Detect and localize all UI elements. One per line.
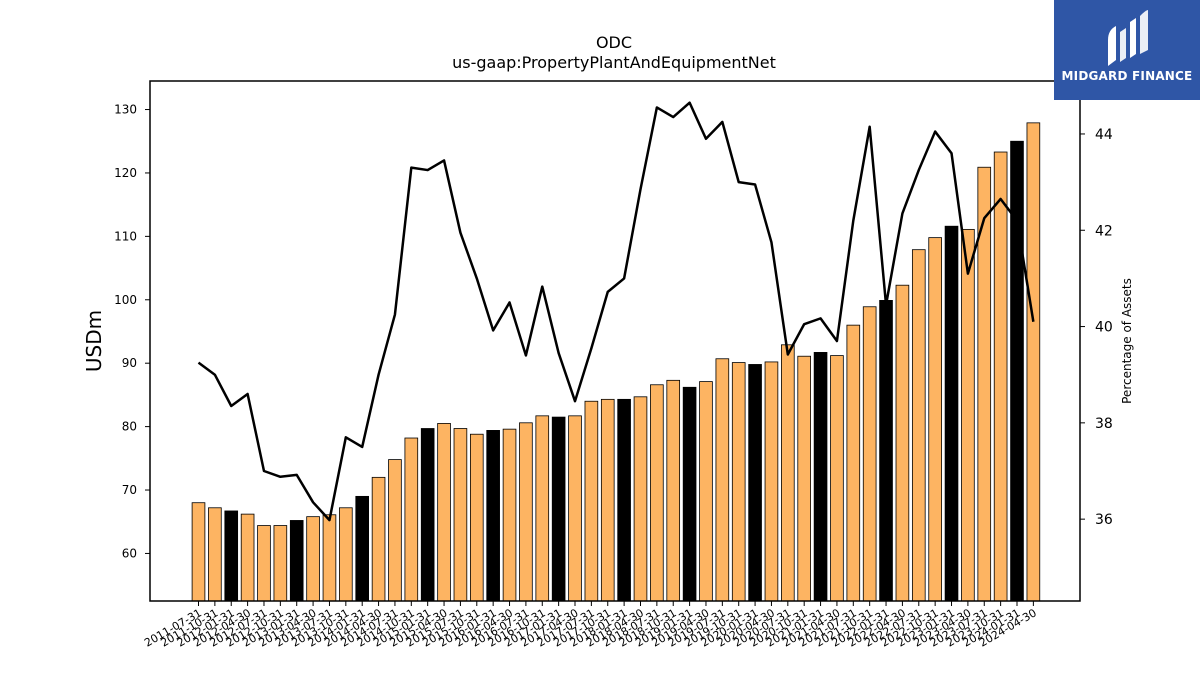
bar bbox=[911, 249, 926, 602]
series-line-percentage bbox=[197, 101, 1035, 522]
bar bbox=[862, 306, 877, 602]
bar bbox=[339, 507, 353, 602]
logo-text: MIDGARD FINANCE bbox=[1061, 69, 1193, 83]
bar bbox=[993, 151, 1008, 602]
bar bbox=[191, 502, 206, 602]
bar bbox=[568, 415, 582, 602]
bar bbox=[715, 358, 730, 602]
bar bbox=[437, 423, 451, 602]
bar bbox=[617, 398, 631, 602]
y-tick-label: 100 bbox=[114, 293, 137, 307]
bar bbox=[289, 520, 304, 602]
bar bbox=[879, 300, 893, 602]
bar bbox=[502, 428, 517, 602]
brand-logo: MIDGARD FINANCE bbox=[1054, 0, 1200, 100]
bar bbox=[666, 379, 681, 602]
bar bbox=[1010, 140, 1024, 602]
bar bbox=[208, 507, 222, 602]
bar bbox=[895, 284, 910, 602]
y2-tick-label: 40 bbox=[1095, 320, 1113, 336]
bar bbox=[813, 352, 828, 602]
bar bbox=[469, 433, 484, 602]
bar bbox=[420, 428, 435, 602]
bar bbox=[519, 422, 533, 602]
bar bbox=[371, 476, 386, 602]
bar bbox=[781, 344, 795, 602]
y-tick-label: 130 bbox=[114, 103, 137, 117]
bar bbox=[797, 355, 811, 602]
bar bbox=[584, 400, 599, 602]
midgard-logo-icon bbox=[1108, 10, 1148, 66]
y2-tick-label: 36 bbox=[1095, 512, 1113, 528]
bar bbox=[551, 416, 566, 602]
bar bbox=[961, 228, 975, 602]
bar bbox=[1026, 122, 1041, 602]
y2-axis-label: Percentage of Assets bbox=[1120, 278, 1134, 404]
y-axis-label: USDm bbox=[82, 310, 106, 372]
bar bbox=[355, 495, 369, 602]
bar bbox=[224, 510, 239, 602]
bar bbox=[404, 437, 419, 602]
bar bbox=[322, 514, 337, 602]
bar bbox=[453, 428, 468, 602]
bar bbox=[682, 386, 697, 602]
y-tick-label: 80 bbox=[122, 420, 137, 434]
bar bbox=[764, 361, 779, 602]
x-axis: 2011-07-312011-10-312012-01-312012-04-30… bbox=[142, 601, 1039, 650]
y-tick-label: 90 bbox=[122, 356, 137, 370]
bar bbox=[944, 225, 959, 602]
bar bbox=[486, 430, 500, 602]
y-tick-label: 120 bbox=[114, 166, 137, 180]
bar bbox=[748, 364, 762, 602]
bar bbox=[388, 459, 402, 602]
y2-tick-label: 38 bbox=[1095, 416, 1113, 432]
y-tick-label: 110 bbox=[114, 229, 137, 243]
bar bbox=[633, 396, 648, 602]
chart-subtitle: us-gaap:PropertyPlantAndEquipmentNet bbox=[452, 53, 776, 72]
chart-title: ODC bbox=[596, 33, 632, 52]
bar bbox=[257, 525, 271, 602]
bar bbox=[650, 384, 664, 602]
bar bbox=[535, 415, 550, 602]
plot-frame bbox=[149, 80, 1081, 602]
y-axis-left: 60 70 80 90 100 110 120 130 bbox=[114, 103, 150, 560]
y2-tick-label: 44 bbox=[1095, 127, 1113, 143]
bar bbox=[699, 381, 713, 602]
y-tick-label: 60 bbox=[122, 546, 137, 560]
bar bbox=[731, 362, 746, 602]
bar bbox=[240, 513, 255, 602]
line-group bbox=[197, 101, 1035, 522]
bar bbox=[928, 237, 942, 602]
bar-group bbox=[191, 122, 1041, 602]
bar bbox=[846, 324, 861, 602]
bar bbox=[830, 355, 844, 602]
y-axis-right: 36 38 40 42 44 bbox=[1080, 127, 1113, 528]
bar bbox=[306, 516, 320, 602]
y2-tick-label: 42 bbox=[1095, 223, 1113, 239]
y-tick-label: 70 bbox=[122, 483, 137, 497]
bar bbox=[600, 398, 615, 602]
bar bbox=[273, 525, 288, 602]
